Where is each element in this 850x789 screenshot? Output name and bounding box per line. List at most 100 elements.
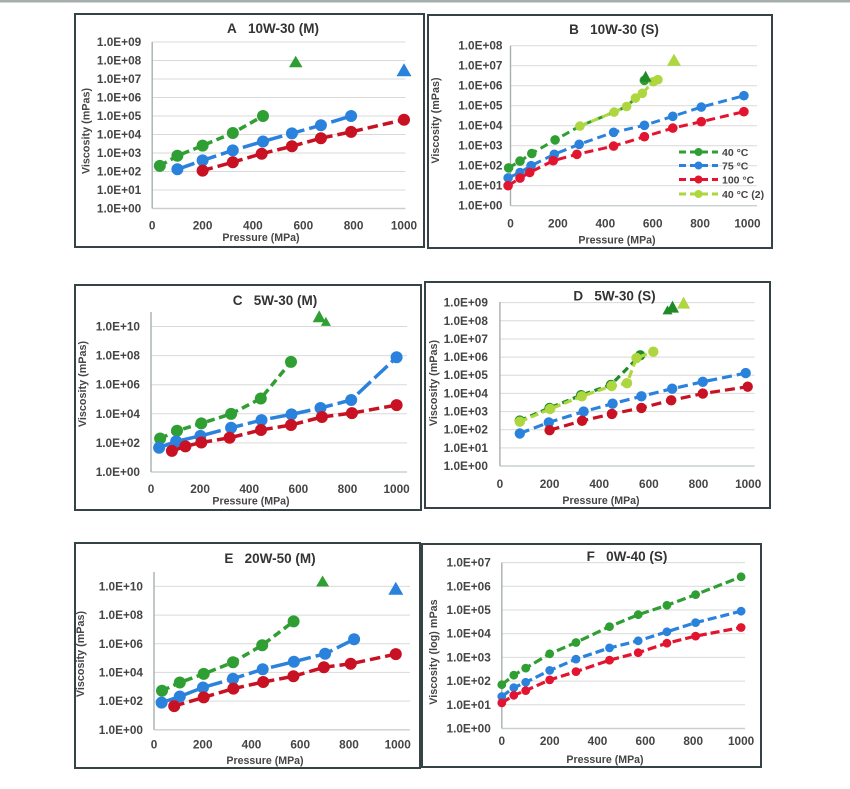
- svg-text:1.0E+04: 1.0E+04: [97, 128, 142, 142]
- svg-text:1.0E+07: 1.0E+07: [458, 59, 503, 73]
- svg-text:1.0E+08: 1.0E+08: [96, 349, 141, 363]
- svg-text:Pressure (MPa): Pressure (MPa): [212, 496, 289, 508]
- svg-text:400: 400: [243, 219, 263, 233]
- svg-text:F 0W-40 (S): F 0W-40 (S): [587, 549, 668, 564]
- svg-text:1.0E+03: 1.0E+03: [458, 139, 503, 153]
- svg-text:1.0E+05: 1.0E+05: [97, 109, 142, 123]
- svg-text:1.0E+01: 1.0E+01: [97, 183, 142, 197]
- svg-text:1.0E+06: 1.0E+06: [96, 378, 141, 392]
- svg-text:Pressure (MPa): Pressure (MPa): [566, 754, 643, 766]
- svg-text:1.0E+09: 1.0E+09: [444, 296, 489, 310]
- svg-text:800: 800: [690, 217, 710, 231]
- svg-text:1000: 1000: [385, 738, 412, 752]
- svg-text:E 20W-50 (M): E 20W-50 (M): [224, 551, 315, 566]
- svg-text:200: 200: [193, 219, 213, 233]
- svg-text:A 10W-30 (M): A 10W-30 (M): [227, 21, 319, 36]
- svg-text:Pressure (MPa): Pressure (MPa): [562, 495, 639, 507]
- svg-text:1.0E+02: 1.0E+02: [99, 694, 144, 708]
- svg-text:75 °C: 75 °C: [722, 161, 749, 173]
- svg-text:800: 800: [339, 738, 359, 752]
- svg-text:1000: 1000: [391, 219, 418, 233]
- svg-text:0: 0: [151, 738, 158, 752]
- svg-text:600: 600: [636, 734, 656, 748]
- svg-text:1.0E+06: 1.0E+06: [458, 79, 503, 93]
- svg-text:100 °C: 100 °C: [722, 175, 755, 187]
- svg-text:800: 800: [338, 482, 358, 496]
- svg-text:800: 800: [689, 477, 709, 491]
- svg-text:0: 0: [497, 477, 504, 491]
- svg-text:1.0E+07: 1.0E+07: [97, 72, 142, 86]
- svg-text:0: 0: [149, 219, 156, 233]
- svg-text:600: 600: [639, 477, 659, 491]
- svg-text:1.0E+04: 1.0E+04: [444, 386, 489, 400]
- svg-text:Viscosity (mPas): Viscosity (mPas): [428, 339, 440, 426]
- svg-text:1.0E+00: 1.0E+00: [458, 199, 503, 213]
- svg-text:1.0E+08: 1.0E+08: [458, 39, 503, 53]
- svg-text:1.0E+02: 1.0E+02: [458, 159, 503, 173]
- svg-text:200: 200: [193, 738, 213, 752]
- svg-text:1.0E+04: 1.0E+04: [96, 407, 141, 421]
- svg-text:800: 800: [344, 219, 364, 233]
- svg-text:1.0E+07: 1.0E+07: [447, 556, 492, 570]
- svg-text:1.0E+04: 1.0E+04: [447, 627, 492, 641]
- svg-text:Pressure (MPa): Pressure (MPa): [226, 755, 303, 767]
- svg-text:1.0E+09: 1.0E+09: [97, 35, 142, 49]
- svg-text:1.0E+04: 1.0E+04: [99, 665, 144, 679]
- svg-text:1.0E+00: 1.0E+00: [447, 722, 492, 736]
- svg-text:1.0E+04: 1.0E+04: [458, 119, 503, 133]
- svg-text:200: 200: [548, 217, 568, 231]
- svg-text:800: 800: [683, 734, 703, 748]
- svg-text:1.0E+10: 1.0E+10: [96, 320, 141, 334]
- svg-text:1.0E+05: 1.0E+05: [444, 368, 489, 382]
- svg-text:D 5W-30 (S): D 5W-30 (S): [573, 288, 655, 303]
- svg-text:1000: 1000: [383, 482, 410, 496]
- svg-text:1.0E+06: 1.0E+06: [97, 91, 142, 105]
- svg-text:600: 600: [293, 219, 313, 233]
- svg-text:200: 200: [540, 734, 560, 748]
- svg-text:Viscosity (mPas): Viscosity (mPas): [81, 87, 93, 174]
- svg-text:1.0E+00: 1.0E+00: [99, 723, 144, 737]
- svg-text:1.0E+01: 1.0E+01: [458, 179, 503, 193]
- svg-text:200: 200: [190, 482, 210, 496]
- svg-text:1000: 1000: [734, 217, 761, 231]
- svg-text:600: 600: [289, 482, 309, 496]
- svg-text:1.0E+01: 1.0E+01: [444, 441, 489, 455]
- svg-text:400: 400: [239, 482, 259, 496]
- svg-text:0: 0: [148, 482, 155, 496]
- svg-text:1.0E+06: 1.0E+06: [99, 637, 144, 651]
- svg-text:600: 600: [290, 738, 310, 752]
- svg-text:1.0E+02: 1.0E+02: [447, 674, 492, 688]
- svg-text:400: 400: [242, 738, 262, 752]
- svg-text:1.0E+02: 1.0E+02: [97, 165, 142, 179]
- svg-text:1.0E+00: 1.0E+00: [96, 465, 141, 479]
- svg-text:Pressure (MPa): Pressure (MPa): [578, 235, 655, 247]
- svg-text:1.0E+02: 1.0E+02: [96, 436, 141, 450]
- svg-text:1.0E+05: 1.0E+05: [458, 99, 503, 113]
- svg-text:1.0E+10: 1.0E+10: [99, 579, 144, 593]
- svg-text:Viscosity (log) mPas: Viscosity (log) mPas: [428, 599, 440, 704]
- svg-text:1.0E+00: 1.0E+00: [97, 202, 142, 216]
- svg-text:1.0E+05: 1.0E+05: [447, 603, 492, 617]
- svg-text:0: 0: [507, 217, 514, 231]
- svg-text:1.0E+08: 1.0E+08: [97, 54, 142, 68]
- svg-text:400: 400: [595, 217, 615, 231]
- svg-text:C 5W-30 (M): C 5W-30 (M): [233, 293, 317, 308]
- svg-text:Viscosity (mPas): Viscosity (mPas): [75, 610, 87, 697]
- svg-text:1.0E+02: 1.0E+02: [444, 423, 489, 437]
- svg-text:1000: 1000: [735, 477, 762, 491]
- svg-text:600: 600: [643, 217, 663, 231]
- svg-text:1.0E+03: 1.0E+03: [444, 405, 489, 419]
- svg-text:0: 0: [499, 734, 506, 748]
- svg-text:1.0E+03: 1.0E+03: [447, 650, 492, 664]
- svg-text:Pressure (MPa): Pressure (MPa): [222, 232, 299, 244]
- svg-text:1.0E+06: 1.0E+06: [444, 350, 489, 364]
- svg-text:1000: 1000: [728, 734, 755, 748]
- svg-text:1.0E+08: 1.0E+08: [99, 608, 144, 622]
- svg-text:B 10W-30 (S): B 10W-30 (S): [569, 22, 659, 37]
- svg-text:Viscosity (mPas): Viscosity (mPas): [77, 340, 89, 427]
- svg-text:200: 200: [540, 477, 560, 491]
- svg-text:1.0E+03: 1.0E+03: [97, 146, 142, 160]
- svg-text:1.0E+07: 1.0E+07: [444, 332, 489, 346]
- svg-text:1.0E+00: 1.0E+00: [444, 459, 489, 473]
- svg-text:40 °C (2): 40 °C (2): [722, 189, 764, 201]
